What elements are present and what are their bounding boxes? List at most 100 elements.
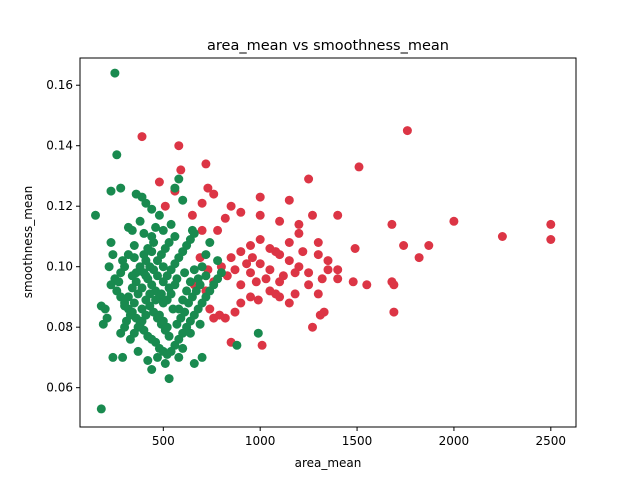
scatter-point [362,280,372,290]
scatter-point [497,232,507,241]
scatter-point [100,304,110,314]
scatter-point [153,352,162,362]
scatter-point [187,210,197,220]
scatter-point [313,250,323,260]
scatter-point [402,126,412,136]
scatter-point [424,241,434,250]
scatter-point [123,250,133,260]
scatter-point [284,238,294,247]
scatter-point [546,235,556,244]
scatter-point [102,313,112,323]
scatter-point [193,274,203,284]
scatter-point [166,219,176,229]
scatter-point [201,250,211,260]
scatter-point [247,253,257,263]
scatter-point [189,359,199,368]
y-tick-label: 0.10 [46,260,73,274]
y-tick-label: 0.06 [46,381,73,395]
x-tick-label: 1500 [342,434,373,448]
scatter-point [106,280,116,290]
scatter-point [147,247,157,257]
scatter-point [180,268,190,278]
y-tick-label: 0.08 [46,320,73,334]
scatter-point [209,313,219,323]
scatter-point [284,195,294,205]
scatter-point [189,265,199,275]
scatter-point [304,280,314,290]
scatter-point [399,241,409,250]
y-tick-label: 0.14 [46,139,73,153]
scatter-point [151,295,161,305]
scatter-point [226,201,236,211]
scatter-point [284,298,294,308]
scatter-point [174,174,184,184]
scatter-point [304,174,314,184]
scatter-point [255,210,265,220]
scatter-point [546,219,556,229]
scatter-point [197,225,207,235]
scatter-point [246,241,255,250]
scatter-point [253,328,263,338]
scatter-point [96,404,106,414]
scatter-point [154,210,164,220]
scatter-point [253,295,263,305]
scatter-point [255,259,265,269]
scatter-point [333,265,343,275]
scatter-point [278,271,288,281]
scatter-point [141,271,151,281]
scatter-point [141,295,151,305]
scatter-point [156,289,166,299]
scatter-point [139,228,149,238]
scatter-point [350,244,360,253]
scatter-point [414,253,424,263]
scatter-point [162,322,172,332]
scatter-point [389,280,399,290]
x-axis-ticks: 500 1000 1500 2000 2500 [152,427,566,448]
scatter-point [290,289,300,299]
scatter-point [236,207,246,217]
scatter-point [230,265,240,275]
scatter-point [129,298,139,308]
scatter-point [298,247,308,257]
scatter-point [226,253,236,263]
scatter-point [127,271,137,281]
scatter-point [284,256,294,266]
scatter-point [176,165,186,175]
scatter-point [205,304,215,314]
scatter-point [313,289,323,299]
scatter-point [294,228,304,238]
scatter-point [118,256,128,266]
scatter-point [166,289,176,299]
scatter-point [170,280,180,290]
scatter-point [201,159,211,169]
scatter-point [354,162,364,172]
scatter-point [112,150,122,160]
scatter-point [333,210,343,220]
scatter-point [160,201,170,211]
scatter-point [213,225,223,235]
scatter-point [271,247,281,257]
scatter-point [178,295,188,305]
scatter-point [149,265,159,275]
scatter-point [137,132,147,142]
x-tick-label: 500 [152,434,175,448]
scatter-point [205,238,215,247]
scatter-point [127,225,137,235]
x-axis-label: area_mean [295,456,362,470]
scatter-point [151,222,161,232]
scatter-point [174,304,184,314]
scatter-point [141,198,151,208]
x-tick-label: 1000 [245,434,276,448]
scatter-point [120,301,130,311]
scatter-point [158,262,168,272]
scatter-point [129,241,139,250]
scatter-point [108,352,118,362]
scatter-point [246,292,255,302]
scatter-point [164,238,174,247]
y-tick-label: 0.16 [46,78,73,92]
scatter-point [304,268,314,278]
scatter-point [201,271,211,281]
scatter-point [137,304,147,314]
